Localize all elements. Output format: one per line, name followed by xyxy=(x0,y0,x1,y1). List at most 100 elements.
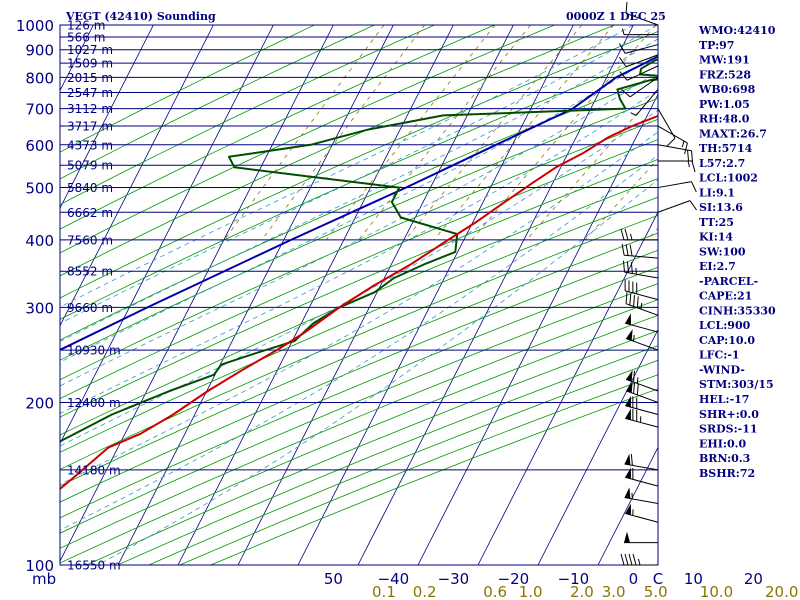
temperature-tick-label: −30 xyxy=(438,570,470,588)
sounding-curves xyxy=(60,55,658,491)
stat-line: CINH:35330 xyxy=(699,304,776,317)
wind-barbs xyxy=(618,1,697,566)
stat-line: EI:2.7 xyxy=(699,260,736,273)
dewpoint-curve xyxy=(60,58,658,443)
wind-barb xyxy=(657,181,697,193)
isotherm-line xyxy=(60,25,154,210)
isotherm-line xyxy=(60,25,274,445)
mixing-ratio-label: 3.0 xyxy=(602,583,626,600)
pressure-label: 700 xyxy=(25,101,54,119)
pressure-label: 300 xyxy=(25,299,54,317)
wind-barb xyxy=(620,228,658,241)
wind-barb xyxy=(625,381,659,403)
wind-barb xyxy=(657,108,676,147)
isotherm-line xyxy=(60,25,214,327)
height-label: 7560 m xyxy=(67,233,113,247)
stat-line: CAP:10.0 xyxy=(699,334,755,347)
height-label: 6662 m xyxy=(67,206,113,220)
wind-barb xyxy=(621,243,659,259)
isotherm-line xyxy=(477,211,658,565)
wind-barb xyxy=(625,467,659,487)
mixing-ratio-label: 0.1 xyxy=(372,583,396,600)
height-label: 5079 m xyxy=(67,159,113,173)
height-label: 1509 m xyxy=(67,57,113,71)
isotherm-line xyxy=(417,93,658,565)
wind-barb xyxy=(625,408,659,428)
wind-barb xyxy=(625,329,659,351)
temperature-tick-label: −20 xyxy=(498,570,530,588)
stat-line: BSHR:72 xyxy=(699,467,755,480)
isotherm-line xyxy=(597,446,658,565)
isotherm-line xyxy=(117,25,394,565)
stat-line: LCL:900 xyxy=(699,319,751,332)
wind-barb xyxy=(624,531,658,544)
wind-barb xyxy=(657,200,697,213)
chart-time: 0000Z 1 DEC 25 xyxy=(566,10,666,23)
mixing-ratio-label: 1.0 xyxy=(519,583,543,600)
wind-barb xyxy=(624,279,659,301)
pressure-label: 100 xyxy=(25,557,54,575)
isotherm-line xyxy=(537,328,658,565)
pressure-label: 1000 xyxy=(16,17,54,35)
height-label: 5840 m xyxy=(67,181,113,195)
stat-line: SHR+:0.0 xyxy=(699,408,759,421)
height-label: 3112 m xyxy=(67,102,113,116)
stat-line: HEL:-17 xyxy=(699,393,749,406)
stat-line: KI:14 xyxy=(699,231,733,244)
stat-line: LI:9.1 xyxy=(699,186,735,199)
stat-line: MW:191 xyxy=(699,54,750,67)
wind-barb xyxy=(621,76,659,98)
temperature-tick-label: −10 xyxy=(558,570,590,588)
stat-line: BRN:0.3 xyxy=(699,452,750,465)
height-label: 2547 m xyxy=(67,86,113,100)
height-label: 10930 m xyxy=(67,344,121,358)
mixing-ratio-label: 5.0 xyxy=(644,583,668,600)
pressure-label: 500 xyxy=(25,180,54,198)
stat-line: -PARCEL- xyxy=(699,275,758,288)
pressure-label: 800 xyxy=(25,69,54,87)
wind-barb xyxy=(625,1,659,26)
wind-barb xyxy=(619,54,659,68)
plot-frame xyxy=(59,24,659,566)
wind-barb xyxy=(624,487,659,504)
wind-barb xyxy=(619,65,659,81)
stat-line: STM:303/15 xyxy=(699,378,774,391)
stat-line: RH:48.0 xyxy=(699,113,750,126)
height-label: 12400 m xyxy=(67,396,121,410)
stat-line: WMO:42410 xyxy=(698,24,776,37)
wind-barb xyxy=(622,260,659,279)
height-label: 4373 m xyxy=(67,138,113,152)
height-label: 566 m xyxy=(67,31,105,45)
temperature-unit-label: C xyxy=(653,570,663,588)
height-label: 1027 m xyxy=(67,43,113,57)
stat-line: FRZ:528 xyxy=(699,68,751,81)
pressure-label: 900 xyxy=(25,42,54,60)
stat-line: EHI:0.0 xyxy=(699,437,746,450)
height-label: 126 m xyxy=(67,19,105,33)
mixing-ratio-label: 0.2 xyxy=(413,583,437,600)
temperature-tick-label: 50 xyxy=(324,570,343,588)
pressure-label: 400 xyxy=(25,232,54,250)
wind-barb xyxy=(630,89,659,116)
wind-barb xyxy=(657,125,688,155)
mixing-ratio-label: 20.0 xyxy=(765,583,798,600)
stat-line: LFC:-1 xyxy=(699,349,740,362)
wind-barb xyxy=(657,144,694,163)
stat-line: LCL:1002 xyxy=(699,172,758,185)
mixing-ratio-label: 10.0 xyxy=(700,583,733,600)
wind-barb xyxy=(625,395,659,415)
stat-line: TH:5714 xyxy=(699,142,753,155)
temperature-tick-label: 20 xyxy=(744,570,763,588)
height-label: 9660 m xyxy=(67,301,113,315)
stat-line: L57:2.7 xyxy=(699,157,745,170)
wind-barb xyxy=(625,292,659,316)
stat-line: CAPE:21 xyxy=(699,290,752,303)
wind-barb xyxy=(618,43,659,54)
stat-line: TT:25 xyxy=(699,216,734,229)
axis-labels: 16550 m 14180 m 12400 m 10930 m 9660 m 8552 m… xyxy=(16,17,799,600)
mixing-ratio-label: 0.6 xyxy=(483,583,507,600)
height-label: 2015 m xyxy=(67,71,113,85)
temperature-tick-label: 0 xyxy=(629,570,639,588)
wind-barb xyxy=(625,370,659,392)
